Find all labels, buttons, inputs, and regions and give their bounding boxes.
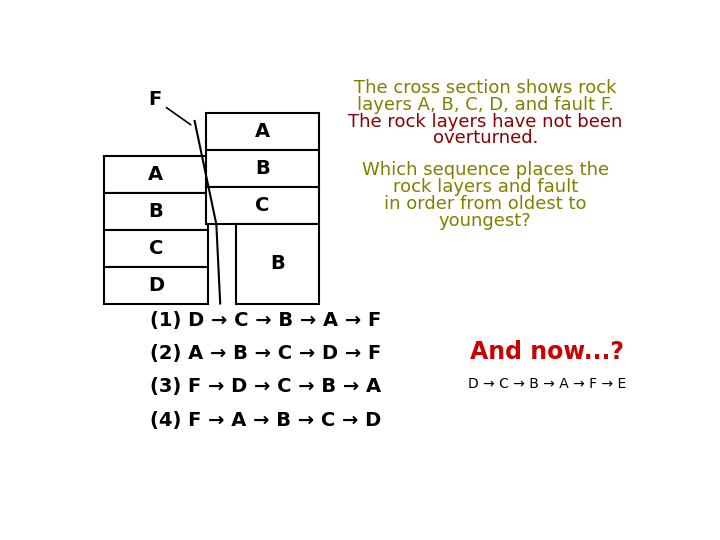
- Text: B: B: [148, 201, 163, 221]
- Text: (2) A → B → C → D → F: (2) A → B → C → D → F: [150, 345, 382, 363]
- Text: youngest?: youngest?: [439, 212, 531, 230]
- Bar: [235, 224, 319, 303]
- Text: Which sequence places the: Which sequence places the: [361, 161, 609, 179]
- Text: B: B: [270, 254, 284, 273]
- Text: C: C: [256, 196, 269, 215]
- Text: The rock layers have not been: The rock layers have not been: [348, 112, 622, 131]
- Bar: [206, 187, 319, 224]
- Text: And now...?: And now...?: [470, 340, 624, 364]
- Text: (4) F → A → B → C → D: (4) F → A → B → C → D: [150, 410, 382, 429]
- Text: in order from oldest to: in order from oldest to: [384, 195, 587, 213]
- Text: rock layers and fault: rock layers and fault: [392, 178, 578, 196]
- Bar: [104, 156, 208, 193]
- Text: (3) F → D → C → B → A: (3) F → D → C → B → A: [150, 377, 382, 396]
- Text: overturned.: overturned.: [433, 130, 538, 147]
- Bar: [104, 230, 208, 267]
- Text: F: F: [148, 90, 191, 125]
- Text: The cross section shows rock: The cross section shows rock: [354, 79, 616, 97]
- Text: A: A: [148, 165, 163, 184]
- Bar: [206, 150, 319, 187]
- Bar: [206, 113, 319, 150]
- Text: (1) D → C → B → A → F: (1) D → C → B → A → F: [150, 311, 382, 330]
- Bar: [104, 267, 208, 303]
- Text: C: C: [149, 239, 163, 258]
- Bar: [104, 193, 208, 230]
- Text: D: D: [148, 275, 164, 294]
- Text: D → C → B → A → F → E: D → C → B → A → F → E: [468, 377, 626, 390]
- Text: B: B: [255, 159, 270, 178]
- Text: layers A, B, C, D, and fault F.: layers A, B, C, D, and fault F.: [356, 96, 613, 113]
- Text: A: A: [255, 122, 270, 141]
